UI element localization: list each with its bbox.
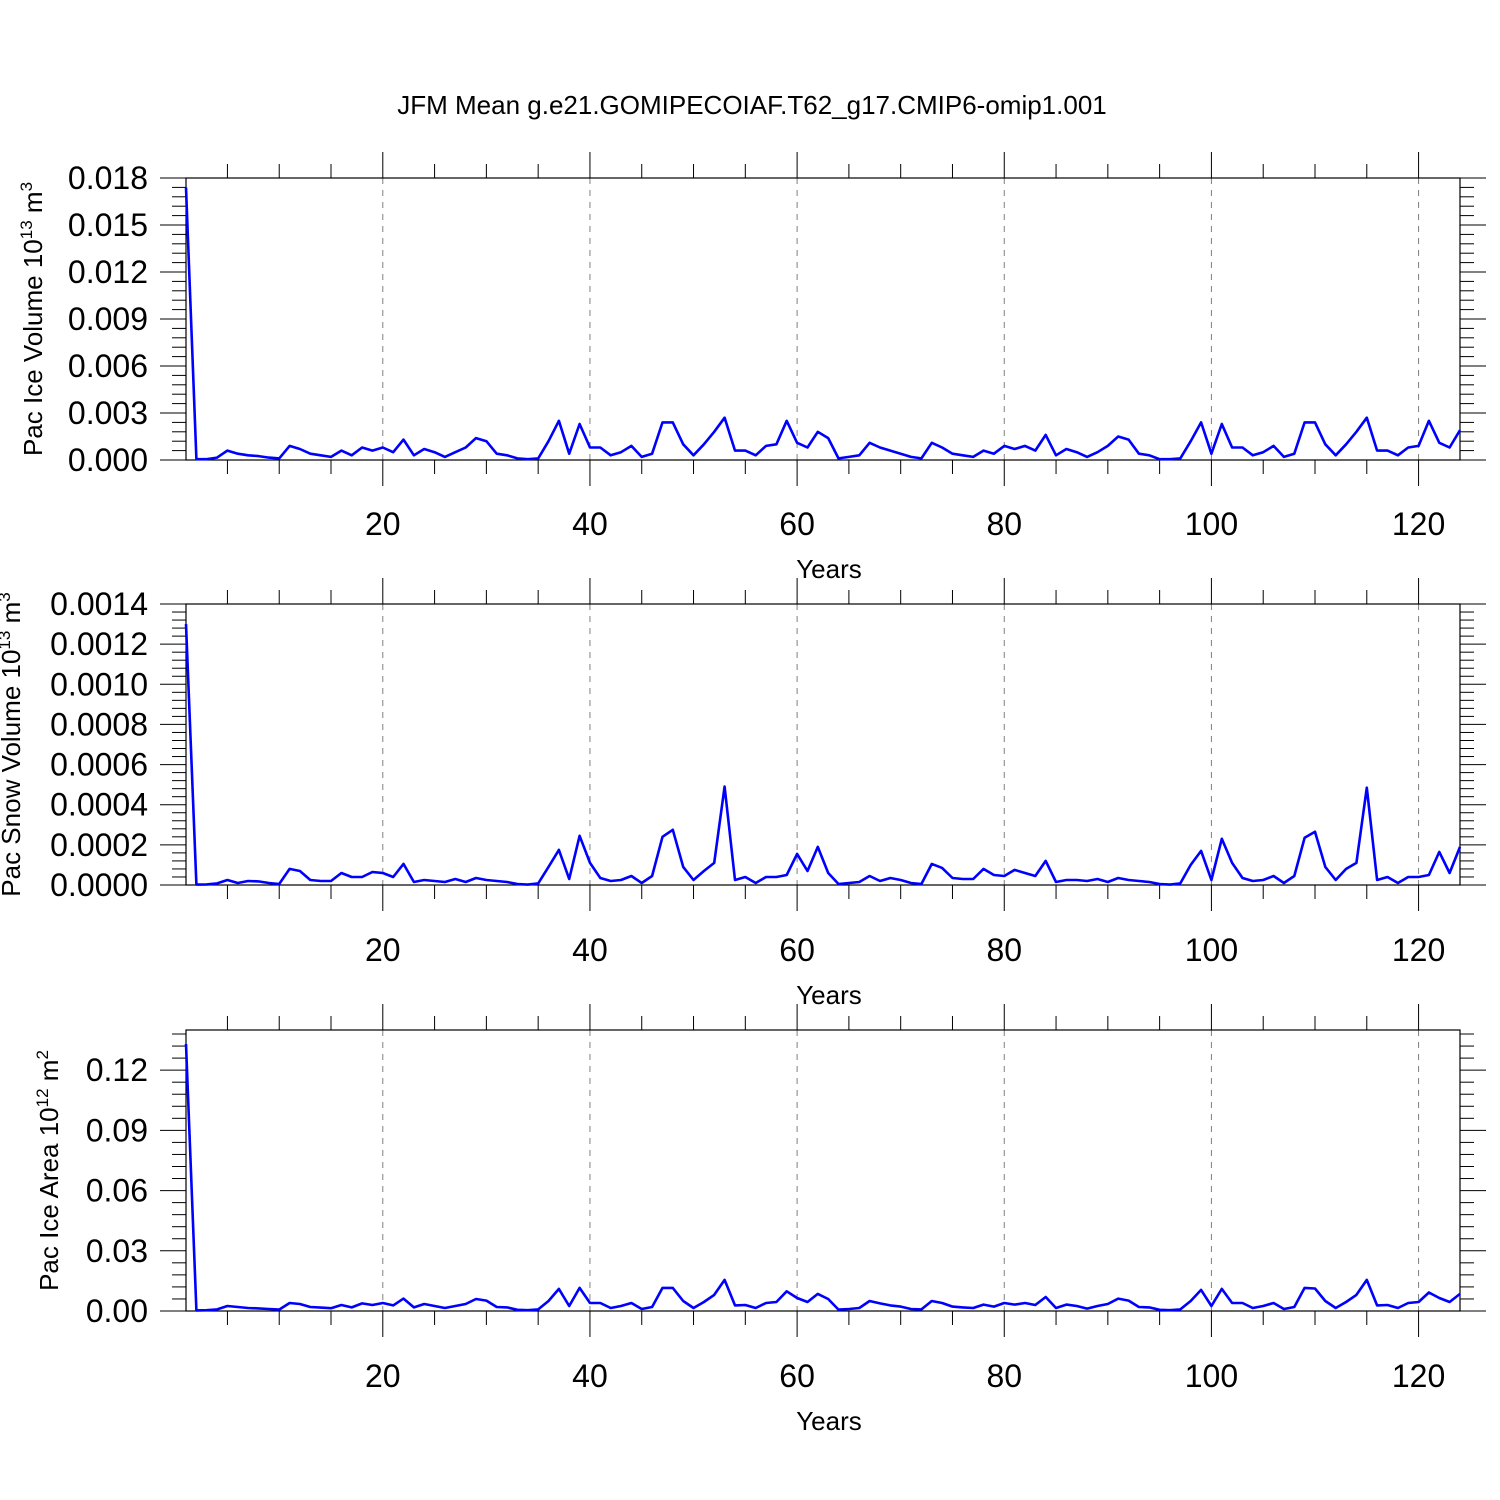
x-tick-label: 20 [365, 1358, 401, 1394]
y-tick-label: 0.018 [68, 160, 148, 196]
y-tick-label: 0.06 [86, 1173, 148, 1209]
x-tick-label: 80 [986, 506, 1022, 542]
x-tick-label: 20 [365, 506, 401, 542]
chart-panel-2: 20 40 60 80 100 120 0.0000 0.0002 0.0004 0.0006 0.… [0, 578, 1486, 1010]
x-tick-label: 40 [572, 506, 608, 542]
x-tick-label: 40 [572, 1358, 608, 1394]
chart-panel-1: 20 40 60 80 100 120 0.000 0.003 0.006 0.009 0.012 0… [17, 152, 1486, 584]
plot-frame [185, 177, 1461, 461]
x-tick-label: 100 [1185, 1358, 1238, 1394]
y-axis-title: Pac Ice Volume 1013 m3 [17, 182, 48, 456]
y-tick-label: 0.09 [86, 1112, 148, 1148]
y-tick-label: 0.000 [68, 442, 148, 478]
y-tick-label: 0.0014 [50, 586, 148, 622]
x-tick-label: 100 [1185, 932, 1238, 968]
y-tick-label: 0.003 [68, 395, 148, 431]
x-axis-title: Years [796, 980, 862, 1010]
y-tick-label: 0.00 [86, 1293, 148, 1329]
y-axis-title: Pac Snow Volume 1013 m3 [0, 592, 26, 896]
plot-frame [185, 1029, 1461, 1312]
x-tick-label: 80 [986, 1358, 1022, 1394]
chart-title: JFM Mean g.e21.GOMIPECOIAF.T62_g17.CMIP6… [397, 90, 1107, 120]
series-line [184, 1043, 1461, 1312]
x-axis-title: Years [796, 554, 862, 584]
x-tick-label: 40 [572, 932, 608, 968]
y-tick-label: 0.0012 [50, 626, 148, 662]
chart-panel-3: 20 40 60 80 100 120 0.00 0.03 0.06 0.09 0.12 Years P… [33, 1004, 1486, 1436]
y-tick-label: 0.0006 [50, 747, 148, 783]
x-tick-label: 120 [1392, 1358, 1445, 1394]
x-tick-label: 60 [779, 506, 815, 542]
y-tick-label: 0.12 [86, 1052, 148, 1088]
y-tick-label: 0.015 [68, 207, 148, 243]
x-tick-label: 60 [779, 932, 815, 968]
y-tick-label: 0.009 [68, 301, 148, 337]
series-line [184, 624, 1462, 886]
y-tick-label: 0.0010 [50, 666, 148, 702]
y-axis-title: Pac Ice Area 1012 m2 [33, 1050, 64, 1291]
x-tick-label: 20 [365, 932, 401, 968]
series-line [184, 187, 1462, 461]
y-tick-label: 0.0008 [50, 706, 148, 742]
x-tick-label: 80 [986, 932, 1022, 968]
y-tick-label: 0.0002 [50, 827, 148, 863]
y-tick-label: 0.012 [68, 254, 148, 290]
y-tick-label: 0.0000 [50, 867, 148, 903]
y-tick-label: 0.0004 [50, 787, 148, 823]
x-tick-label: 120 [1392, 932, 1445, 968]
x-tick-label: 60 [779, 1358, 815, 1394]
y-tick-label: 0.03 [86, 1233, 148, 1269]
x-tick-label: 120 [1392, 506, 1445, 542]
y-tick-label: 0.006 [68, 348, 148, 384]
x-tick-label: 100 [1185, 506, 1238, 542]
x-axis-title: Years [796, 1406, 862, 1436]
plot-frame [185, 603, 1461, 886]
